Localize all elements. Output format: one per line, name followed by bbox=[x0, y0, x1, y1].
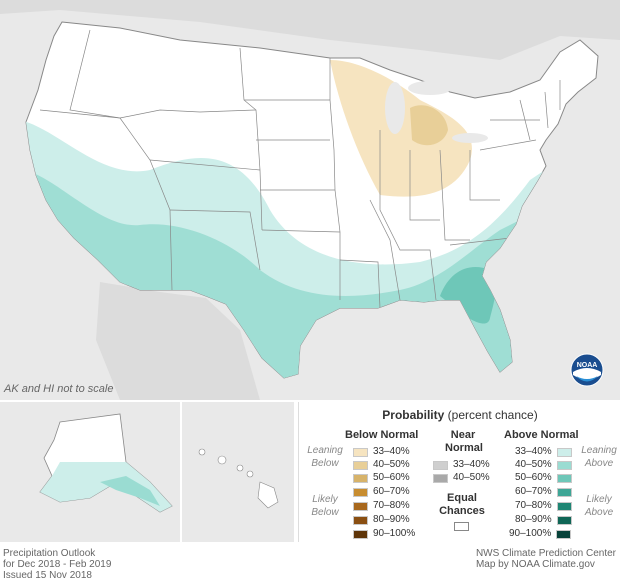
above-row-4: 60–70% bbox=[515, 486, 572, 498]
above-row-5: 70–80% bbox=[515, 500, 572, 512]
above-swatch-6 bbox=[556, 515, 572, 525]
above-row-6: 80–90% bbox=[515, 514, 572, 526]
leaning-below-label: Leaning Below bbox=[307, 445, 343, 469]
alaska-above-33-40-region bbox=[40, 462, 172, 512]
below-swatch-3 bbox=[353, 473, 368, 483]
footer-issued: Issued 15 Nov 2018 bbox=[3, 570, 92, 581]
above-row-1: 33–40% bbox=[515, 446, 572, 458]
above-swatch-3 bbox=[556, 473, 572, 483]
likely-below-label: Likely Below bbox=[311, 494, 339, 518]
above-swatch-4 bbox=[556, 487, 572, 497]
legend: Probability (percent chance) Below Norma… bbox=[298, 402, 620, 542]
lake-superior-huron bbox=[408, 81, 452, 95]
below-row-3: 50–60% bbox=[353, 472, 410, 484]
alaska-map bbox=[39, 413, 173, 513]
above-swatch-2 bbox=[556, 460, 572, 470]
above-swatch-5 bbox=[556, 501, 572, 511]
equal-chances-label: Equal Chances bbox=[439, 492, 485, 517]
above-swatch-7 bbox=[556, 529, 572, 539]
leaning-above-label: Leaning Above bbox=[581, 445, 617, 469]
alaska-above-40-50-region bbox=[100, 476, 160, 506]
above-normal-header: Above Normal bbox=[504, 429, 579, 441]
below-swatch-7 bbox=[353, 529, 368, 539]
conus-map bbox=[0, 0, 620, 400]
near-swatch-2 bbox=[433, 473, 448, 483]
precip-below-40-50-region bbox=[410, 105, 448, 146]
below-swatch-6 bbox=[353, 515, 368, 525]
above-row-7: 90–100% bbox=[509, 528, 572, 540]
below-row-2: 40–50% bbox=[353, 459, 410, 471]
scale-note: AK and HI not to scale bbox=[4, 383, 114, 395]
conus-map-panel: NOAA AK and HI not to scale bbox=[0, 0, 620, 400]
legend-title: Probability (percent chance) bbox=[382, 408, 538, 422]
above-row-2: 40–50% bbox=[515, 459, 572, 471]
footer-outlook-type: Precipitation Outlook bbox=[3, 548, 96, 559]
near-row-1: 33–40% bbox=[433, 459, 490, 471]
hawaii-inset bbox=[182, 402, 294, 542]
below-swatch-5 bbox=[353, 501, 368, 511]
likely-above-label: Likely Above bbox=[584, 494, 614, 518]
above-row-3: 50–60% bbox=[515, 472, 572, 484]
hawaii-map bbox=[198, 448, 279, 509]
footer-right: NWS Climate Prediction Center Map by NOA… bbox=[476, 548, 616, 570]
footer-source: NWS Climate Prediction Center bbox=[475, 548, 616, 559]
near-swatch-1 bbox=[433, 460, 448, 470]
footer-credit: Map by NOAA Climate.gov bbox=[475, 559, 595, 570]
below-row-4: 60–70% bbox=[353, 486, 410, 498]
footer-left: Precipitation Outlook for Dec 2018 - Feb… bbox=[3, 548, 111, 581]
svg-text:NOAA: NOAA bbox=[577, 362, 598, 369]
lake-michigan bbox=[385, 82, 405, 134]
alaska-inset bbox=[0, 402, 180, 542]
below-swatch-1 bbox=[353, 447, 368, 457]
below-row-5: 70–80% bbox=[353, 500, 410, 512]
near-row-2: 40–50% bbox=[433, 472, 490, 484]
equal-chances-swatch bbox=[454, 522, 469, 531]
precip-above-50-60-region bbox=[440, 267, 496, 324]
below-row-1: 33–40% bbox=[353, 446, 410, 458]
state-borders bbox=[39, 29, 561, 309]
canada-land bbox=[0, 0, 620, 60]
above-swatch-1 bbox=[556, 447, 572, 457]
near-normal-header: Near Normal bbox=[445, 429, 483, 454]
below-row-7: 90–100% bbox=[353, 528, 415, 540]
below-swatch-4 bbox=[353, 487, 368, 497]
below-row-6: 80–90% bbox=[353, 514, 410, 526]
lake-erie bbox=[452, 133, 488, 143]
footer-period: for Dec 2018 - Feb 2019 bbox=[3, 559, 112, 570]
noaa-logo: NOAA bbox=[570, 353, 604, 387]
below-swatch-2 bbox=[353, 460, 368, 470]
below-normal-header: Below Normal bbox=[345, 429, 419, 441]
mexico-land bbox=[96, 282, 260, 400]
